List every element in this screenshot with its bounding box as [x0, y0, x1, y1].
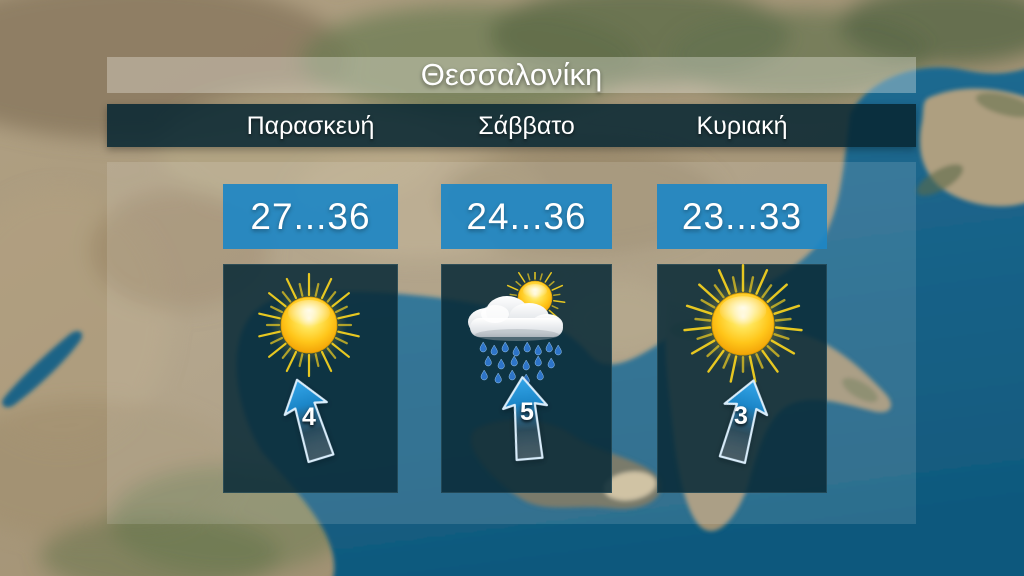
wind-indicator: [498, 375, 554, 462]
temp-range-value: 27...36: [250, 195, 371, 237]
wind-force: 3: [734, 402, 748, 430]
location-title: Θεσσαλονίκη: [420, 57, 603, 92]
wind-force: 5: [520, 398, 534, 426]
wind-indicator: [715, 377, 771, 465]
map-sea: [2, 67, 1024, 576]
temp-range-value: 24...36: [466, 195, 587, 237]
wind-arrow-icon: [502, 376, 549, 462]
temp-range-box: 27...36: [223, 184, 398, 249]
day-label-sunday: Κυριακή: [696, 112, 788, 140]
title-bar: Θεσσαλονίκη: [107, 57, 916, 93]
days-bar: Παρασκευή Σάββατο Κυριακή: [107, 104, 916, 147]
temp-range-box: 24...36: [441, 184, 612, 249]
temp-range-box: 23...33: [657, 184, 827, 249]
wind-arrow-icon: [283, 378, 335, 464]
wind-force: 4: [302, 403, 316, 431]
wind-indicator: [281, 376, 337, 464]
day-label-saturday: Σάββατο: [478, 112, 575, 140]
day-label-friday: Παρασκευή: [246, 112, 375, 140]
wind-arrow-icon: [718, 379, 769, 465]
temp-range-value: 23...33: [681, 195, 803, 237]
map-lake: [2, 331, 83, 408]
